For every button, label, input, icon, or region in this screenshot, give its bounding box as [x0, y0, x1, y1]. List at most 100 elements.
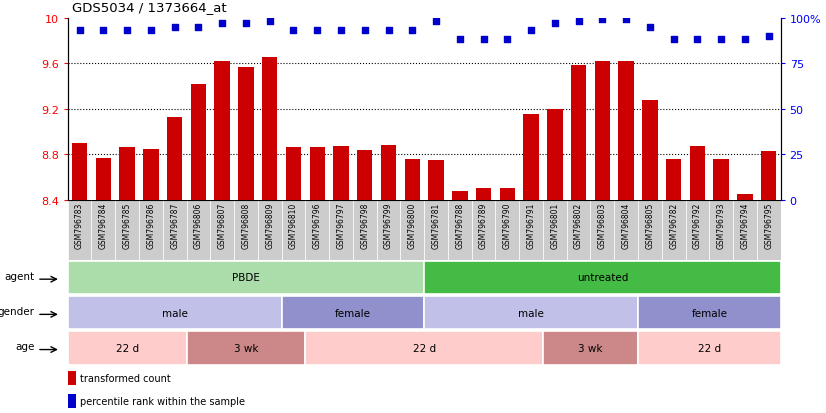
- Point: [525, 28, 538, 35]
- Text: GSM796803: GSM796803: [598, 202, 607, 248]
- Text: gender: gender: [0, 306, 35, 316]
- Bar: [520, 200, 543, 260]
- Text: GSM796790: GSM796790: [503, 202, 512, 249]
- Point: [762, 33, 776, 40]
- Bar: [68, 200, 92, 260]
- Text: GSM796805: GSM796805: [645, 202, 654, 248]
- Text: GSM796795: GSM796795: [764, 202, 773, 249]
- Text: age: age: [15, 341, 35, 351]
- Bar: [615, 200, 638, 260]
- Text: GSM796788: GSM796788: [455, 202, 464, 248]
- Text: GSM796796: GSM796796: [313, 202, 321, 249]
- Bar: [500, 189, 515, 200]
- Bar: [425, 296, 638, 330]
- Point: [430, 19, 443, 26]
- Text: GSM796786: GSM796786: [146, 202, 155, 248]
- Bar: [96, 158, 111, 200]
- Bar: [642, 100, 657, 200]
- Text: 3 wk: 3 wk: [234, 343, 259, 353]
- Text: GSM796789: GSM796789: [479, 202, 488, 248]
- Bar: [377, 200, 401, 260]
- Point: [596, 17, 609, 24]
- Text: GSM796793: GSM796793: [717, 202, 726, 249]
- Point: [501, 37, 514, 44]
- Bar: [187, 331, 306, 365]
- Text: GSM796806: GSM796806: [194, 202, 203, 248]
- Text: GSM796782: GSM796782: [669, 202, 678, 248]
- Bar: [143, 149, 159, 200]
- Bar: [238, 67, 254, 200]
- Text: female: female: [691, 308, 727, 318]
- Point: [97, 28, 110, 35]
- Text: GSM796807: GSM796807: [218, 202, 226, 248]
- Bar: [258, 200, 282, 260]
- Point: [548, 21, 562, 27]
- Bar: [139, 200, 163, 260]
- Text: 22 d: 22 d: [413, 343, 435, 353]
- Point: [311, 28, 324, 35]
- Bar: [690, 147, 705, 200]
- Bar: [68, 394, 76, 408]
- Text: untreated: untreated: [577, 273, 628, 283]
- Text: agent: agent: [4, 271, 35, 281]
- Bar: [68, 331, 187, 365]
- Bar: [714, 159, 729, 200]
- Bar: [68, 371, 76, 385]
- Point: [477, 37, 490, 44]
- Bar: [496, 200, 520, 260]
- Text: GSM796794: GSM796794: [740, 202, 749, 249]
- Text: GSM796800: GSM796800: [408, 202, 417, 248]
- Point: [738, 37, 752, 44]
- Point: [453, 37, 467, 44]
- Bar: [282, 200, 306, 260]
- Bar: [72, 144, 88, 200]
- Text: 22 d: 22 d: [116, 343, 139, 353]
- Bar: [286, 148, 301, 200]
- Text: GSM796809: GSM796809: [265, 202, 274, 248]
- Bar: [92, 200, 116, 260]
- Text: female: female: [335, 308, 371, 318]
- Point: [121, 28, 134, 35]
- Bar: [595, 62, 610, 200]
- Bar: [381, 146, 396, 200]
- Bar: [68, 296, 282, 330]
- Point: [287, 28, 300, 35]
- Point: [192, 24, 205, 31]
- Point: [168, 24, 181, 31]
- Text: GSM796798: GSM796798: [360, 202, 369, 248]
- Point: [667, 37, 681, 44]
- Bar: [472, 200, 496, 260]
- Bar: [211, 200, 234, 260]
- Point: [358, 28, 372, 35]
- Point: [145, 28, 158, 35]
- Text: GSM796799: GSM796799: [384, 202, 393, 249]
- Text: GDS5034 / 1373664_at: GDS5034 / 1373664_at: [72, 1, 226, 14]
- Bar: [333, 147, 349, 200]
- Bar: [191, 85, 206, 200]
- Text: percentile rank within the sample: percentile rank within the sample: [80, 396, 245, 406]
- Bar: [547, 109, 563, 200]
- Text: GSM796787: GSM796787: [170, 202, 179, 248]
- Bar: [452, 191, 468, 200]
- Bar: [215, 62, 230, 200]
- Bar: [116, 200, 139, 260]
- Text: GSM796784: GSM796784: [99, 202, 108, 248]
- Text: 3 wk: 3 wk: [578, 343, 603, 353]
- Bar: [543, 200, 567, 260]
- Text: PBDE: PBDE: [232, 273, 260, 283]
- Bar: [619, 62, 634, 200]
- Point: [335, 28, 348, 35]
- Point: [382, 28, 395, 35]
- Bar: [571, 66, 586, 200]
- Bar: [638, 296, 781, 330]
- Point: [620, 17, 633, 24]
- Bar: [738, 195, 752, 200]
- Text: male: male: [162, 308, 188, 318]
- Bar: [476, 189, 491, 200]
- Bar: [163, 200, 187, 260]
- Bar: [120, 148, 135, 200]
- Bar: [187, 200, 211, 260]
- Bar: [429, 161, 444, 200]
- Bar: [262, 58, 278, 200]
- Point: [406, 28, 419, 35]
